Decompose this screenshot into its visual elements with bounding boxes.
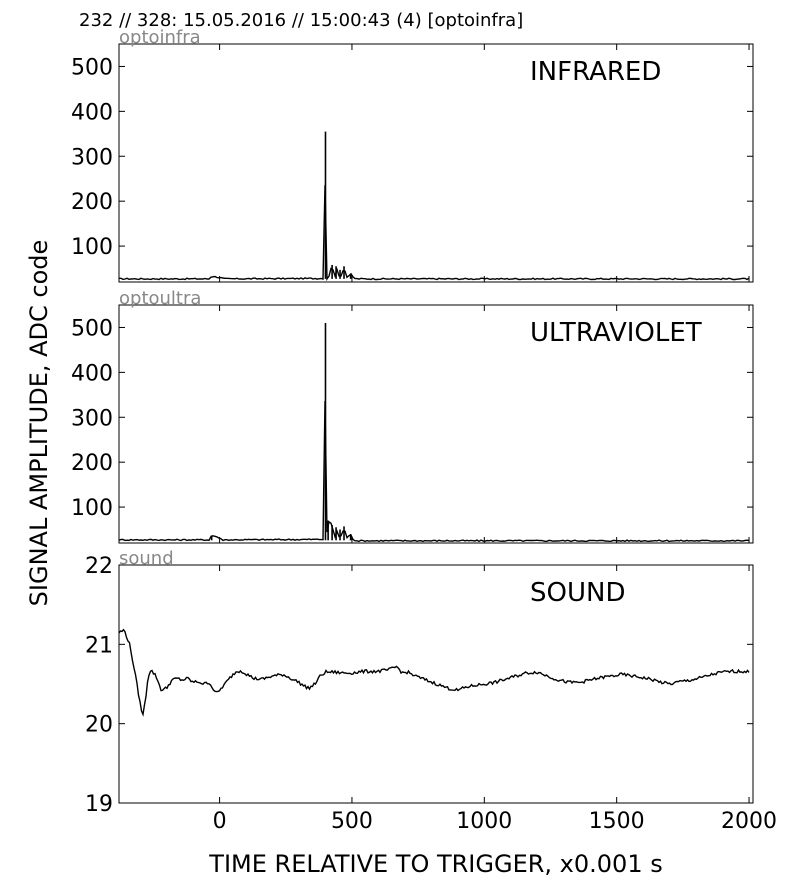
plot-frame (118, 564, 754, 804)
plot-frame (118, 304, 754, 544)
y-tick-label: 200 (71, 190, 113, 215)
y-tick-label: 21 (85, 633, 113, 658)
y-tick-label: 200 (71, 451, 113, 476)
y-tick-label: 300 (71, 406, 113, 431)
y-tick-label: 300 (71, 145, 113, 170)
y-tick-label: 100 (71, 496, 113, 521)
series-trace (119, 185, 750, 282)
infrared-panel: optoinfra INFRARED 100 200 300 400 500 (71, 27, 754, 283)
panel-title: ULTRAVIOLET (530, 318, 702, 348)
y-tick-label: 100 (71, 235, 113, 260)
y-tick-label: 22 (85, 554, 113, 579)
panel-title: SOUND (530, 578, 625, 608)
x-tick-label: 500 (331, 809, 373, 834)
x-axis-label: TIME RELATIVE TO TRIGGER, x0.001 s (208, 850, 662, 878)
y-tick-label: 500 (71, 55, 113, 80)
y-tick-label: 500 (71, 316, 113, 341)
y-tick-label: 400 (71, 361, 113, 386)
x-tick-label: 0 (213, 809, 227, 834)
channel-label: optoinfra (119, 27, 201, 48)
ultraviolet-panel: optoultra ULTRAVIOLET 100 200 300 400 500 (71, 288, 754, 544)
figure-header: 232 // 328: 15.05.2016 // 15:00:43 (4) [… (79, 10, 523, 31)
y-tick-label: 19 (85, 792, 113, 817)
y-axis-label: SIGNAL AMPLITUDE, ADC code (25, 240, 53, 607)
y-tick-label: 20 (85, 713, 113, 738)
sound-panel: sound SOUND 19 20 21 22 (85, 548, 754, 817)
channel-label: optoultra (119, 288, 201, 309)
y-tick-label: 400 (71, 100, 113, 125)
plot-frame (118, 43, 754, 283)
channel-label: sound (119, 548, 174, 569)
series-trace (118, 400, 750, 543)
x-tick-labels: 0 500 1000 1500 2000 (213, 809, 777, 834)
series-trace (118, 628, 750, 717)
x-tick-label: 1000 (456, 809, 512, 834)
x-tick-label: 2000 (721, 809, 777, 834)
x-tick-label: 1500 (589, 809, 645, 834)
panel-title: INFRARED (530, 57, 661, 87)
